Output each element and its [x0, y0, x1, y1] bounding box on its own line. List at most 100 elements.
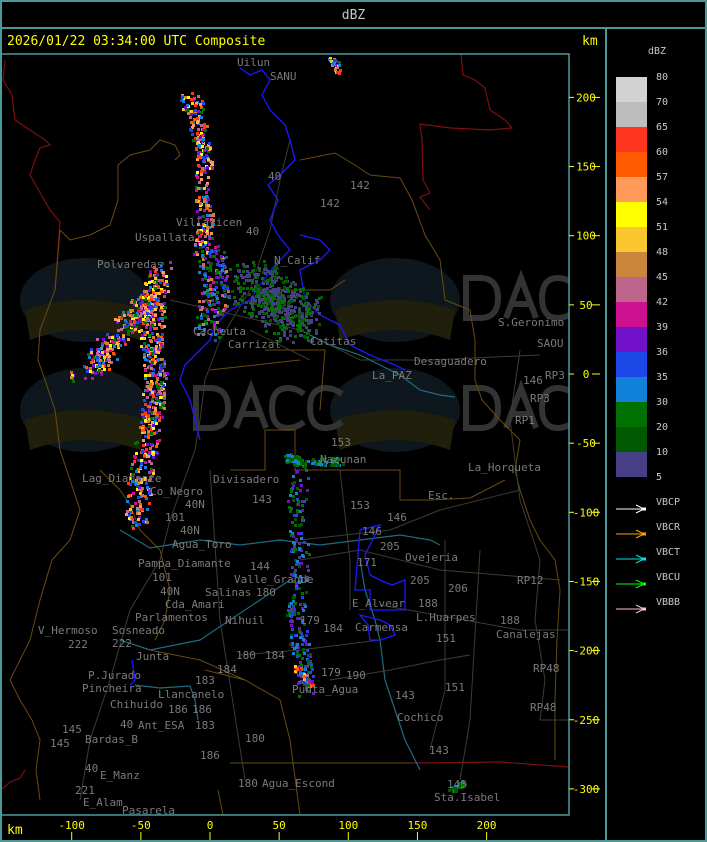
- radar-echo: [298, 579, 301, 582]
- radar-echo: [101, 351, 104, 354]
- radar-echo: [195, 189, 198, 192]
- radar-echo: [264, 265, 267, 268]
- radar-echo: [284, 455, 287, 458]
- radar-echo: [259, 290, 262, 293]
- radar-echo: [130, 467, 133, 470]
- radar-echo: [246, 287, 249, 290]
- radar-echo: [158, 292, 161, 295]
- radar-echo: [291, 458, 294, 461]
- radar-echo: [234, 300, 237, 303]
- radar-echo: [291, 316, 294, 319]
- radar-echo: [128, 323, 131, 326]
- radar-echo: [301, 657, 304, 660]
- radar-echo: [138, 477, 141, 480]
- radar-echo: [192, 124, 195, 127]
- radar-echo: [144, 298, 147, 301]
- radar-echo: [306, 630, 309, 633]
- legend-label: 45: [656, 272, 669, 283]
- legend-swatch: [616, 77, 647, 102]
- radar-echo: [201, 292, 204, 295]
- place-label: 205: [380, 540, 400, 553]
- radar-echo: [311, 340, 314, 343]
- legend-swatch: [616, 202, 647, 227]
- radar-echo: [293, 545, 296, 548]
- radar-echo: [158, 439, 161, 442]
- radar-echo: [139, 492, 142, 495]
- radar-echo: [137, 459, 140, 462]
- radar-echo: [96, 338, 99, 341]
- radar-echo: [126, 510, 129, 513]
- radar-echo: [205, 204, 208, 207]
- radar-echo: [211, 308, 214, 311]
- radar-echo: [293, 295, 296, 298]
- place-label: 188: [418, 597, 438, 610]
- place-label: 40: [85, 762, 98, 775]
- radar-echo: [150, 462, 153, 465]
- radar-echo: [204, 320, 207, 323]
- radar-echo: [305, 688, 308, 691]
- radar-echo: [261, 310, 264, 313]
- radar-echoes: [70, 57, 467, 793]
- radar-echo: [200, 111, 203, 114]
- radar-echo: [181, 96, 184, 99]
- radar-echo: [113, 345, 116, 348]
- radar-echo: [151, 280, 154, 283]
- legend-swatch: [616, 402, 647, 427]
- radar-echo: [234, 303, 237, 306]
- y-tick-label: 50: [579, 299, 592, 312]
- radar-echo: [106, 333, 109, 336]
- radar-echo: [163, 390, 166, 393]
- radar-echo: [303, 603, 306, 606]
- place-label: Llancanelo: [158, 688, 224, 701]
- radar-echo: [190, 113, 193, 116]
- radar-echo: [309, 340, 312, 343]
- radar-echo: [148, 502, 151, 505]
- radar-echo: [261, 277, 264, 280]
- radar-echo: [304, 665, 307, 668]
- radar-echo: [129, 309, 132, 312]
- radar-echo: [134, 314, 137, 317]
- radar-echo: [281, 328, 284, 331]
- legend-label: 5: [656, 472, 663, 483]
- radar-echo: [152, 469, 155, 472]
- place-label: 151: [436, 632, 456, 645]
- radar-echo: [138, 486, 141, 489]
- radar-echo: [293, 310, 296, 313]
- radar-echo: [104, 341, 107, 344]
- radar-echo: [264, 280, 267, 283]
- radar-echo: [266, 287, 269, 290]
- radar-echo: [303, 652, 306, 655]
- radar-echo: [141, 299, 144, 302]
- radar-echo: [330, 60, 333, 63]
- place-label: Catitas: [310, 335, 356, 348]
- radar-echo: [225, 295, 228, 298]
- legend-panel: [605, 27, 707, 842]
- radar-echo: [285, 276, 288, 279]
- radar-echo: [297, 646, 300, 649]
- radar-echo: [300, 334, 303, 337]
- radar-echo: [197, 164, 200, 167]
- radar-echo: [106, 348, 109, 351]
- radar-echo: [307, 684, 310, 687]
- radar-echo: [216, 321, 219, 324]
- legend-unit: dBZ: [648, 46, 667, 57]
- place-label: Carrizal: [228, 338, 281, 351]
- radar-map[interactable]: UilunSANU4040142142VillavicenUspallataPo…: [0, 0, 604, 842]
- radar-echo: [146, 312, 149, 315]
- radar-echo: [148, 355, 151, 358]
- radar-echo: [305, 307, 308, 310]
- radar-echo: [158, 429, 161, 432]
- radar-echo: [146, 331, 149, 334]
- radar-echo: [105, 359, 108, 362]
- place-label: Punta_Agua: [292, 683, 358, 696]
- radar-echo: [226, 285, 229, 288]
- legend-swatch: [616, 452, 647, 477]
- radar-echo: [148, 316, 151, 319]
- radar-echo: [206, 166, 209, 169]
- place-label: 40: [268, 170, 281, 183]
- radar-echo: [281, 294, 284, 297]
- radar-echo: [305, 302, 308, 305]
- radar-echo: [288, 454, 291, 457]
- radar-echo: [107, 364, 110, 367]
- radar-echo: [142, 393, 145, 396]
